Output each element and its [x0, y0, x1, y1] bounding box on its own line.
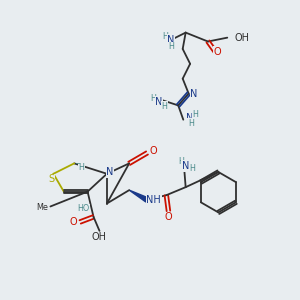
Text: H: H: [192, 110, 198, 119]
Text: H: H: [168, 42, 174, 51]
Text: OH: OH: [235, 33, 250, 43]
Text: H: H: [178, 158, 184, 166]
Text: H: H: [151, 94, 157, 103]
Text: N: N: [106, 167, 114, 177]
Text: O: O: [165, 212, 172, 223]
Text: H: H: [161, 101, 167, 110]
Text: Me: Me: [36, 203, 48, 212]
Text: H: H: [190, 164, 195, 173]
Text: N: N: [182, 161, 189, 171]
Text: N: N: [155, 97, 163, 106]
Text: N: N: [167, 35, 175, 45]
Text: HO: HO: [77, 204, 89, 213]
Text: H: H: [188, 119, 194, 128]
Text: N: N: [185, 113, 193, 123]
Text: O: O: [70, 217, 77, 227]
Text: O: O: [214, 47, 222, 57]
Text: OH: OH: [92, 232, 107, 242]
Text: S: S: [48, 174, 54, 184]
Text: N: N: [190, 88, 198, 98]
Text: ̅H: ̅H: [79, 163, 85, 172]
Text: H: H: [163, 32, 168, 41]
Text: O: O: [150, 146, 158, 156]
Text: NH: NH: [146, 195, 161, 205]
Polygon shape: [129, 190, 148, 202]
